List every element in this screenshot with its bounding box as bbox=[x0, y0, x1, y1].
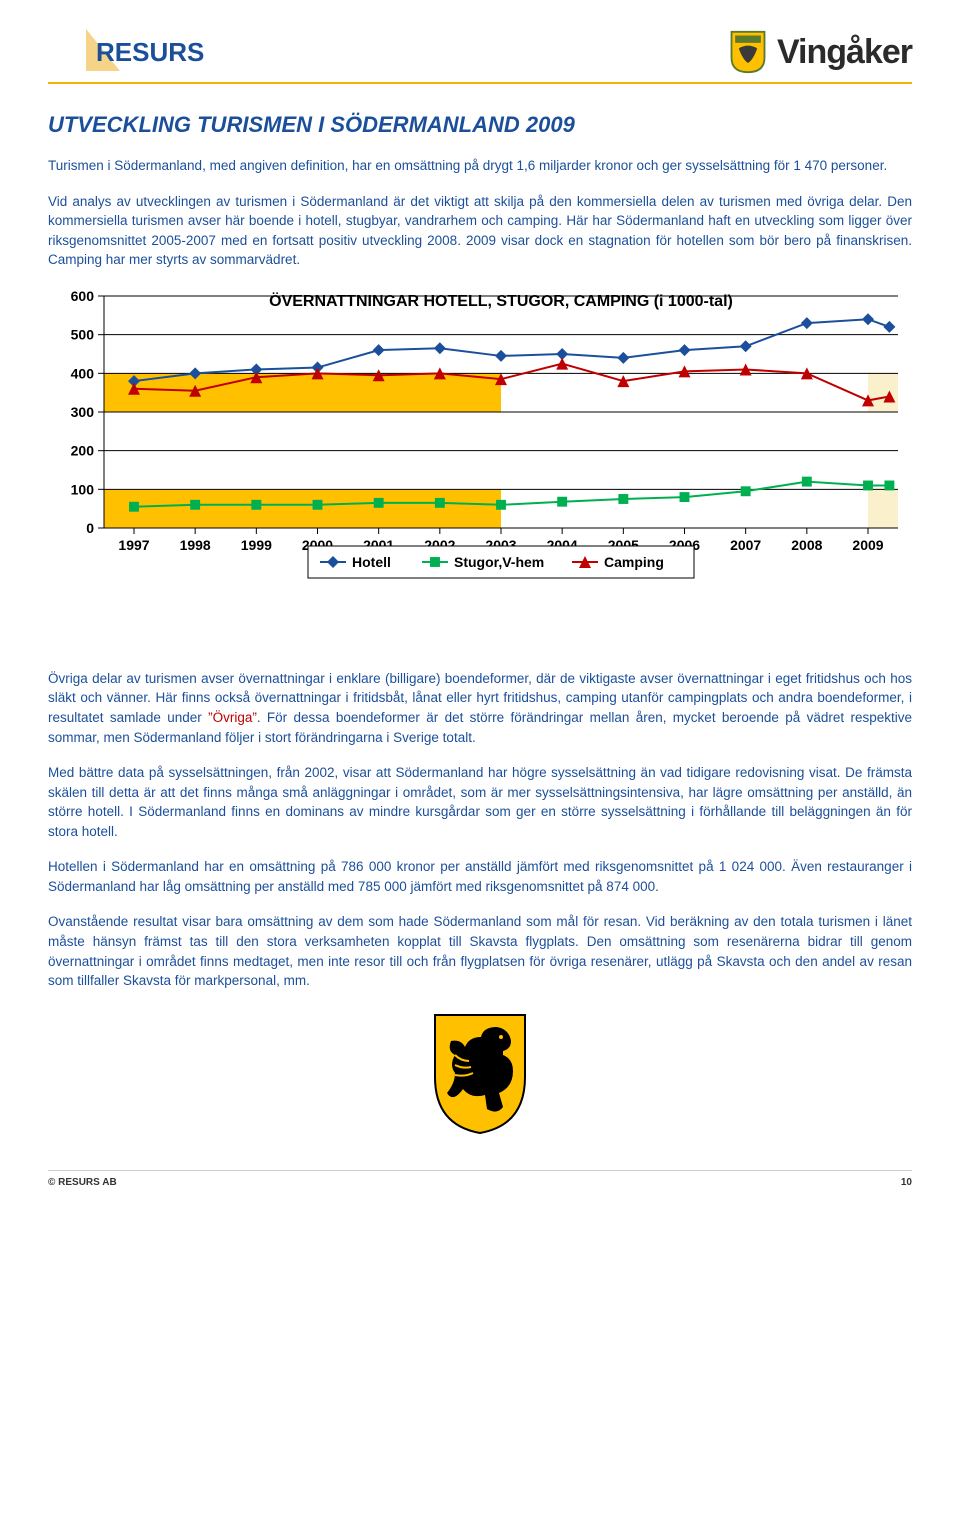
shield-icon bbox=[425, 1007, 535, 1137]
svg-text:Stugor,V-hem: Stugor,V-hem bbox=[454, 554, 544, 570]
svg-text:1999: 1999 bbox=[241, 537, 272, 553]
resurs-logo-text: RESURS bbox=[96, 37, 204, 67]
paragraph-5: Hotellen i Södermanland har en omsättnin… bbox=[48, 857, 912, 896]
overnight-chart: 0100200300400500600199719981999200020012… bbox=[48, 286, 912, 651]
vingaker-logo: Vingåker bbox=[729, 30, 912, 74]
footer-company: © RESURS AB bbox=[48, 1177, 117, 1188]
svg-text:500: 500 bbox=[71, 326, 95, 342]
page-title: UTVECKLING TURISMEN I SÖDERMANLAND 2009 bbox=[48, 112, 912, 138]
svg-text:100: 100 bbox=[71, 481, 95, 497]
svg-text:Hotell: Hotell bbox=[352, 554, 391, 570]
vingaker-crest-icon bbox=[729, 30, 767, 74]
footer-page-number: 10 bbox=[901, 1177, 912, 1188]
page-footer: © RESURS AB 10 bbox=[48, 1170, 912, 1188]
paragraph-3: Övriga delar av turismen avser övernattn… bbox=[48, 669, 912, 747]
svg-text:ÖVERNATTNINGAR HOTELL, STUGOR,: ÖVERNATTNINGAR HOTELL, STUGOR, CAMPING (… bbox=[269, 291, 733, 310]
svg-text:2009: 2009 bbox=[852, 537, 883, 553]
svg-text:2007: 2007 bbox=[730, 537, 761, 553]
svg-text:1998: 1998 bbox=[180, 537, 211, 553]
svg-text:1997: 1997 bbox=[118, 537, 149, 553]
paragraph-2: Vid analys av utvecklingen av turismen i… bbox=[48, 192, 912, 270]
sodermanland-shield bbox=[48, 1007, 912, 1142]
svg-text:Camping: Camping bbox=[604, 554, 664, 570]
svg-text:600: 600 bbox=[71, 288, 95, 304]
chart-svg: 0100200300400500600199719981999200020012… bbox=[48, 286, 908, 646]
highlight-ovriga: ”Övriga” bbox=[208, 710, 257, 725]
svg-text:300: 300 bbox=[71, 404, 95, 420]
resurs-logo: RESURS bbox=[48, 37, 204, 68]
paragraph-4: Med bättre data på sysselsättningen, frå… bbox=[48, 763, 912, 841]
svg-text:0: 0 bbox=[86, 520, 94, 536]
paragraph-1: Turismen i Södermanland, med angiven def… bbox=[48, 156, 912, 176]
vingaker-logo-text: Vingåker bbox=[777, 33, 912, 72]
svg-text:200: 200 bbox=[71, 442, 95, 458]
paragraph-6: Ovanstående resultat visar bara omsättni… bbox=[48, 912, 912, 990]
svg-text:2008: 2008 bbox=[791, 537, 822, 553]
svg-text:400: 400 bbox=[71, 365, 95, 381]
page-header: RESURS Vingåker bbox=[48, 30, 912, 84]
